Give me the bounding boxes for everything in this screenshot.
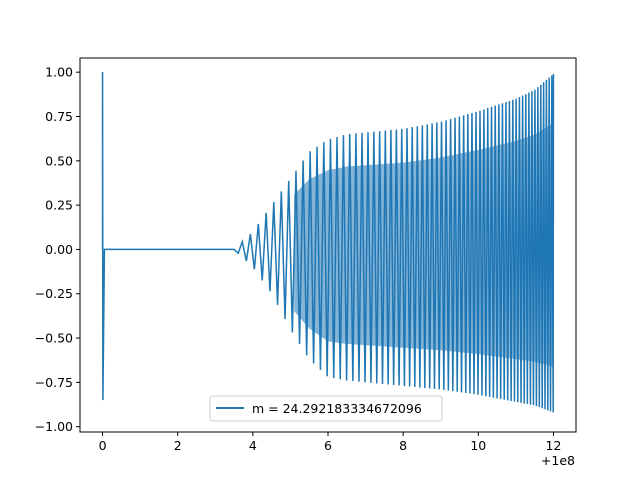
legend-label: m = 24.292183334672096 xyxy=(252,401,422,416)
y-tick-label: −1.00 xyxy=(35,419,73,434)
x-tick-label: 12 xyxy=(546,438,562,453)
y-tick-label: −0.25 xyxy=(35,286,73,301)
x-tick-label: 4 xyxy=(249,438,257,453)
y-tick-label: 0.00 xyxy=(45,242,73,257)
x-tick-label: 10 xyxy=(470,438,486,453)
x-tick-label: 2 xyxy=(174,438,182,453)
x-tick-label: 0 xyxy=(99,438,107,453)
oscillation-band xyxy=(294,123,554,367)
x-tick-label: 8 xyxy=(399,438,407,453)
x-offset-label: +1e8 xyxy=(541,453,575,468)
legend: m = 24.292183334672096 xyxy=(209,395,443,422)
y-tick-label: 0.25 xyxy=(45,198,73,213)
legend-box xyxy=(209,395,443,422)
y-tick-label: −0.75 xyxy=(35,375,73,390)
y-tick-label: 1.00 xyxy=(45,65,73,80)
x-tick-label: 6 xyxy=(324,438,332,453)
plot-area xyxy=(101,72,555,413)
y-tick-label: 0.75 xyxy=(45,109,73,124)
y-tick-label: −0.50 xyxy=(35,331,73,346)
axes: 0 2 4 6 8 10 12 −1.00 −0.75 −0.50 −0.25 0.00 0.25 0.5… xyxy=(35,57,577,453)
y-tick-label: 0.50 xyxy=(45,153,73,168)
